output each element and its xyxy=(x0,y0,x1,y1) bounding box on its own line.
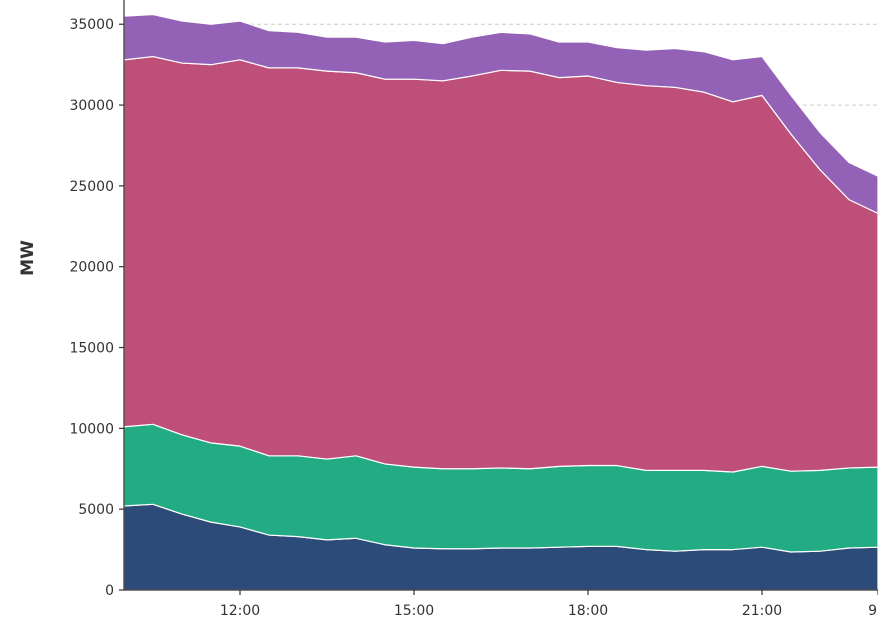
y-axis-title: MW xyxy=(18,240,38,276)
y-tick-label-2: 10000 xyxy=(69,421,114,437)
y-tick-label-7: 35000 xyxy=(69,17,114,33)
axes: 0 5000 10000 15000 20000 25000 30000 35000 12:00… xyxy=(69,0,878,619)
x-tick-label-0: 12:00 xyxy=(220,603,260,619)
area-series-layer xyxy=(123,13,878,591)
x-tick-label-2: 18:00 xyxy=(568,603,608,619)
x-tick-label-1: 15:00 xyxy=(394,603,434,619)
y-tick-label-0: 0 xyxy=(105,583,114,599)
y-tick-label-3: 15000 xyxy=(69,341,114,357)
area-series-3 xyxy=(123,13,878,214)
y-tick-label-4: 20000 xyxy=(69,260,114,276)
y-tick-label-6: 30000 xyxy=(69,98,114,114)
area-series-2 xyxy=(123,55,878,473)
y-tick-label-5: 25000 xyxy=(69,179,114,195)
y-tick-label-1: 5000 xyxy=(78,502,114,518)
x-tick-label-4: 9 xyxy=(868,603,877,619)
x-tick-label-3: 21:00 xyxy=(742,603,782,619)
